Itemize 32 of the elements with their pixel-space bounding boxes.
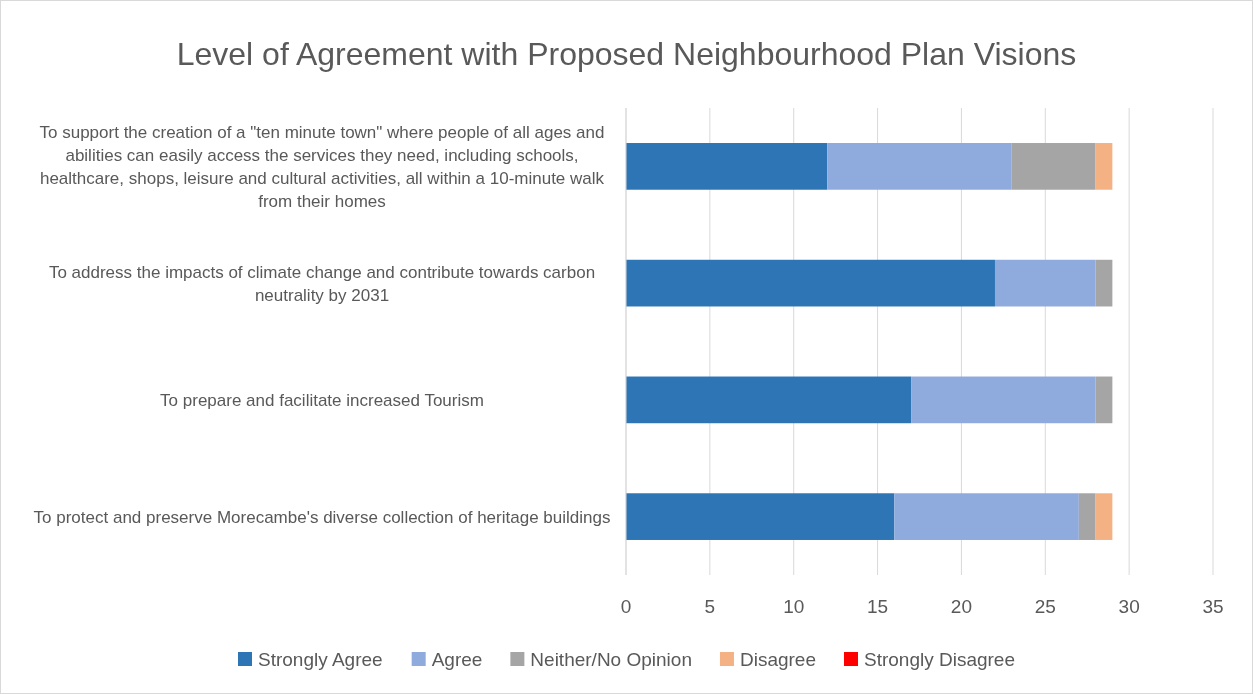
x-tick-label: 20 (950, 596, 972, 617)
x-tick-label: 25 (1034, 596, 1056, 617)
legend-label: Strongly Agree (257, 649, 383, 670)
bar (1095, 143, 1113, 190)
bar (1095, 376, 1113, 424)
bar (626, 143, 828, 190)
bar (894, 493, 1079, 540)
bar (626, 493, 895, 540)
x-tick-label: 10 (783, 596, 805, 617)
legend-label: Agree (431, 649, 483, 670)
y-tick-label: To support the creation of a "ten minute town" where people of all ages and abilities can easily access the services they need, including schools, healthcare, shops, leisure and cultural activities, all within a 10-minute walk from their homes (39, 122, 605, 211)
bar (994, 259, 1096, 307)
x-tick-label: 35 (1202, 596, 1224, 617)
x-tick-label: 30 (1118, 596, 1140, 617)
chart-title: Level of Agreement with Proposed Neighbourhood Plan Visions (176, 36, 1077, 72)
x-tick-label: 0 (620, 596, 632, 617)
x-tick-label: 5 (704, 596, 716, 617)
legend-label: Disagree (739, 649, 816, 670)
x-tick-label: 15 (867, 596, 889, 617)
bar (626, 259, 995, 307)
y-tick-label: To prepare and facilitate increased Tourism (160, 390, 484, 410)
legend-label: Neither/No Opinion (530, 649, 692, 670)
bar (1011, 143, 1096, 190)
bar (1095, 259, 1113, 307)
bar (1095, 493, 1113, 540)
bar (911, 376, 1096, 424)
legend-label: Strongly Disagree (863, 649, 1016, 670)
y-tick-label: To protect and preserve Morecambe's diverse collection of heritage buildings (33, 507, 611, 527)
bar (827, 143, 1012, 190)
bar (1078, 493, 1096, 540)
y-tick-label: To address the impacts of climate change and contribute towards carbon neutrality by 2031 (48, 262, 596, 305)
bar (626, 376, 912, 424)
